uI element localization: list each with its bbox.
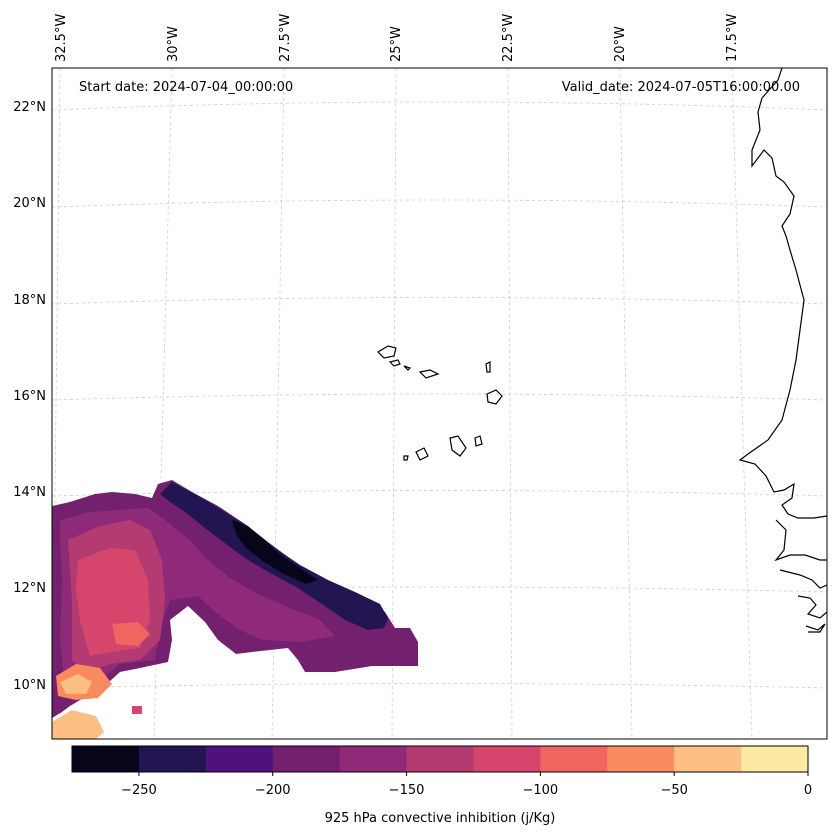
lat-label-18n: 18°N: [13, 293, 46, 308]
lon-label-20w: 20°W: [613, 26, 628, 62]
lat-label-22n: 22°N: [13, 100, 46, 115]
gridline-lon-20w: [619, 68, 633, 739]
colorbar-tick-label-0: 0: [804, 783, 812, 798]
lat-label-10n: 10°N: [13, 678, 46, 693]
colorbar-tick-label-minus-150: −150: [389, 783, 425, 798]
gridline-lat-18n: [52, 297, 827, 305]
colorbar-swatch: [272, 746, 341, 772]
island-fogo: [415, 447, 429, 461]
colorbar-tick-label-minus-100: −100: [523, 783, 559, 798]
lat-label-14n: 14°N: [13, 485, 46, 500]
island-boa-vista: [486, 389, 503, 405]
colorbar-tick-label-minus-250: −250: [121, 783, 157, 798]
colorbar: −250 −200 −150 −100 −50 0 925 hPa convec…: [71, 745, 812, 826]
latitude-labels: 22°N 20°N 18°N 16°N 14°N 12°N 10°N: [13, 100, 46, 693]
colorbar-swatch: [607, 746, 675, 772]
gridline-lon-17-5w: [731, 68, 753, 739]
colorbar-frame: [71, 745, 809, 773]
colorbar-swatch: [741, 746, 809, 772]
island-sao-nicolau: [418, 369, 440, 379]
colorbar-swatch: [205, 746, 274, 772]
start-date-label: Start date: 2024-07-04_00:00:00: [79, 80, 293, 95]
island-santa-luzia: [403, 365, 412, 371]
colorbar-swatches: [72, 746, 809, 772]
lat-label-20n: 20°N: [13, 196, 46, 211]
gridline-lon-22-5w: [507, 68, 513, 739]
valid-date-label: Valid_date: 2024-07-05T16:00:00.00: [562, 80, 800, 95]
map-frame: [51, 67, 828, 740]
longitude-labels: 32.5°W 30°W 27.5°W 25°W 22.5°W 20°W 17.5…: [54, 14, 740, 62]
gridline-lat-10n: [52, 683, 827, 689]
island-sal: [485, 361, 491, 373]
island-santiago: [449, 435, 467, 457]
lon-label-17-5w: 17.5°W: [725, 14, 740, 62]
lat-label-12n: 12°N: [13, 581, 46, 596]
lat-label-16n: 16°N: [13, 389, 46, 404]
cin-contours: [52, 480, 418, 739]
lon-label-27-5w: 27.5°W: [278, 14, 293, 62]
cin-region-orange: [112, 622, 150, 646]
colorbar-ticks: [138, 772, 809, 776]
colorbar-swatch: [406, 746, 474, 772]
island-santo-antao: [377, 345, 397, 359]
cin-region-pale: [52, 674, 104, 739]
gridline-lat-20n: [52, 199, 827, 208]
colorbar-tick-label-minus-200: −200: [255, 783, 291, 798]
colorbar-swatch: [72, 746, 140, 772]
cin-region-darkest: [232, 520, 318, 584]
lon-label-30w: 30°W: [166, 26, 181, 62]
colorbar-swatch: [674, 746, 742, 772]
colorbar-swatch: [138, 746, 207, 772]
colorbar-swatch: [540, 746, 608, 772]
island-brava: [403, 455, 409, 461]
island-sao-vicente: [388, 359, 401, 367]
gridline-lat-16n: [52, 393, 827, 401]
colorbar-swatch: [339, 746, 408, 772]
map-background: [52, 68, 827, 739]
gridline-lat-22n: [52, 101, 827, 111]
african-coastline: [738, 68, 827, 633]
map-panel: [51, 67, 828, 740]
lon-label-22-5w: 22.5°W: [501, 14, 516, 62]
colorbar-title: 925 hPa convective inhibition (j/Kg): [325, 811, 556, 826]
island-maio: [474, 435, 483, 447]
coastlines: [377, 68, 827, 633]
lon-label-25w: 25°W: [389, 26, 404, 62]
colorbar-swatch: [473, 746, 541, 772]
cin-region-speck: [132, 706, 142, 714]
lon-label-32-5w: 32.5°W: [54, 14, 69, 62]
colorbar-tick-label-minus-50: −50: [660, 783, 687, 798]
